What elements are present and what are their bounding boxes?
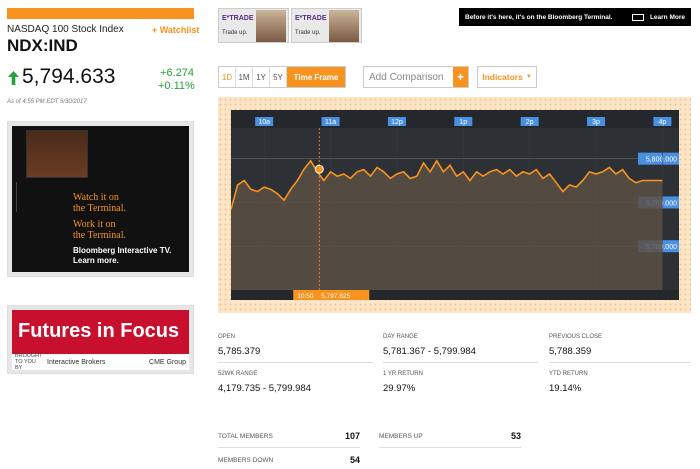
ad-line: the Terminal. — [73, 230, 126, 241]
stat-value-52wk: 4,179.735 - 5,799.984 — [218, 383, 311, 394]
indicators-dropdown[interactable]: Indicators ▼ — [477, 66, 537, 88]
add-comparison-button[interactable]: + — [453, 67, 468, 87]
tv-icon — [631, 13, 644, 21]
x-tick-label-bg — [587, 117, 606, 126]
index-name: NASDAQ 100 Stock Index — [7, 24, 124, 35]
stat-value-open: 5,785.379 — [218, 346, 261, 357]
stat-value-ytd: 19.14% — [549, 383, 582, 394]
stat-label-open: OPEN — [218, 334, 236, 340]
as-of-timestamp: As of 4:55 PM EDT 5/30/2017 — [7, 99, 87, 105]
stat-label-1yr: 1 YR RETURN — [383, 371, 423, 377]
divider — [379, 447, 521, 448]
x-tick-label: 11a — [325, 119, 336, 126]
price-area — [231, 160, 663, 290]
ad-line: the Terminal. — [73, 203, 126, 214]
x-tick-label-bg — [454, 117, 473, 126]
up-arrow-icon — [8, 71, 19, 85]
etrade-photo — [256, 10, 286, 42]
members-total-label: TOTAL MEMBERS — [218, 433, 273, 440]
etrade-tagline: Trade up. — [222, 30, 248, 36]
learn-more-link[interactable]: Learn More — [649, 13, 685, 21]
members-total-value: 107 — [344, 431, 360, 441]
price-change: +6.274 — [160, 67, 194, 79]
x-tick-label: 12p — [391, 119, 403, 126]
hover-label-bg — [293, 290, 370, 300]
time-frame-button[interactable]: Time Frame — [287, 67, 345, 87]
x-tick-label: 2p — [526, 119, 534, 126]
divider — [218, 362, 373, 363]
hover-value-label: 5,797.625 — [321, 293, 350, 300]
etrade-ad[interactable]: E*TRADE Trade up. — [291, 8, 362, 43]
last-price: 5,794.633 — [22, 65, 116, 88]
timeframe-5y[interactable]: 5Y — [270, 67, 287, 87]
sponsor-interactive-brokers: Interactive Brokers — [47, 358, 106, 366]
stat-label-ytd: YTD RETURN — [549, 371, 588, 377]
price-chart[interactable]: 5,800.0005,790.0005,780.00010a11a12p1p2p… — [231, 110, 679, 300]
hover-point — [314, 164, 324, 174]
x-tick-label-bg — [255, 117, 274, 126]
stat-label-prev-close: PREVIOUS CLOSE — [549, 334, 603, 340]
x-tick-label: 10a — [258, 119, 270, 126]
futures-ad-title: Futures in Focus — [12, 310, 189, 354]
bloomberg-terminal-banner[interactable]: Before it's here, it's on the Bloomberg … — [459, 8, 691, 26]
x-tick-label: 3p — [592, 119, 600, 126]
watchlist-button[interactable]: + Watchlist — [152, 25, 200, 35]
divider — [383, 362, 538, 363]
x-tick-label-bg — [520, 117, 539, 126]
timeframe-1d[interactable]: 1D — [219, 67, 236, 87]
chart-bottom-strip — [231, 290, 679, 300]
divider — [218, 447, 360, 448]
ad-line: Bloomberg Interactive TV. — [73, 246, 172, 255]
timeframe-1y[interactable]: 1Y — [253, 67, 270, 87]
add-comparison-input[interactable]: Add Comparison — [363, 66, 469, 88]
stat-value-prev-close: 5,788.359 — [549, 346, 592, 357]
stat-value-day-range: 5,781.367 - 5,799.984 — [383, 346, 476, 357]
ticker-symbol: NDX:IND — [7, 36, 78, 55]
futures-ad[interactable]: Futures in Focus BROUGHT TO YOU BY Inter… — [7, 305, 194, 374]
etrade-logo: E*TRADE — [222, 15, 254, 22]
ad-learn-more[interactable]: Learn more. — [73, 256, 119, 265]
stat-value-1yr: 29.97% — [383, 383, 416, 394]
stat-label-day-range: DAY RANGE — [383, 334, 418, 340]
chevron-down-icon: ▼ — [525, 74, 532, 80]
y-tick-label: 5,800.000 — [646, 157, 677, 164]
divider — [549, 362, 691, 363]
x-tick-label-bg — [653, 117, 672, 126]
hover-time-label: 10:50 — [297, 293, 314, 300]
timeframe-selector: 1D 1M 1Y 5Y Time Frame — [218, 66, 346, 88]
banner-text: Before it's here, it's on the Bloomberg … — [465, 13, 613, 21]
brought-by-label: BROUGHT TO YOU BY — [15, 353, 43, 371]
ad-line: Watch it on — [73, 192, 119, 203]
price-change-percent: +0.11% — [158, 80, 195, 92]
timeframe-1m[interactable]: 1M — [236, 67, 253, 87]
tv-image — [26, 130, 88, 178]
etrade-tagline: Trade up. — [295, 30, 321, 36]
stat-label-52wk: 52WK RANGE — [218, 371, 258, 377]
x-tick-label: 1p — [459, 119, 467, 126]
x-tick-label-bg — [387, 117, 406, 126]
members-up-value: 53 — [510, 431, 521, 441]
terminal-ad[interactable]: Watch it on the Terminal. Work it on the T… — [7, 121, 194, 277]
etrade-ad[interactable]: E*TRADE Trade up. — [218, 8, 289, 43]
x-tick-label: 4p — [659, 119, 667, 126]
members-down-value: 54 — [349, 455, 360, 465]
price-line — [231, 159, 663, 210]
sponsor-cme-group: CME Group — [149, 358, 186, 366]
indicators-label: Indicators — [482, 72, 523, 82]
header-accent-bar — [7, 8, 194, 19]
y-tick-label-bg — [638, 152, 679, 165]
members-up-label: MEMBERS UP — [379, 433, 423, 440]
ad-line: Work it on — [73, 219, 116, 230]
etrade-photo — [329, 10, 359, 42]
x-tick-label-bg — [321, 117, 340, 126]
members-down-label: MEMBERS DOWN — [218, 457, 274, 464]
etrade-logo: E*TRADE — [295, 15, 327, 22]
